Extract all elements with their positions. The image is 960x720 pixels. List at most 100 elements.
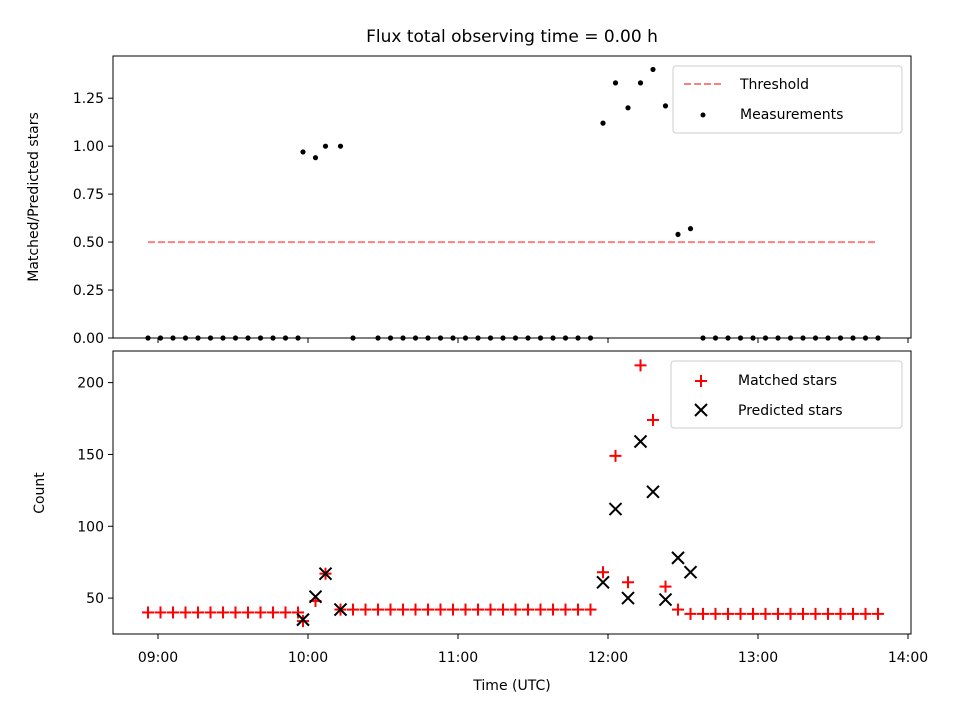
matched-stars-point <box>292 606 304 619</box>
measurement-point <box>612 80 619 86</box>
predicted-stars-legend-label: Predicted stars <box>738 403 843 419</box>
matched-stars-point <box>179 606 192 619</box>
matched-stars-point <box>609 449 622 462</box>
measurement-point <box>675 231 681 238</box>
top-y-tick-label: 0.50 <box>73 235 104 251</box>
top-y-tick-label: 0.25 <box>73 283 104 299</box>
matched-stars-point <box>672 603 684 616</box>
predicted-stars-point <box>658 592 673 607</box>
matched-stars-point <box>509 603 522 616</box>
top-y-tick-label: 0.75 <box>73 187 104 203</box>
measurement-point <box>687 226 694 232</box>
matched-stars-point <box>447 603 459 616</box>
matched-stars-point <box>242 606 254 619</box>
matched-stars-point <box>659 580 672 593</box>
measurement-point <box>300 149 306 155</box>
measurement-point <box>662 103 669 109</box>
matched-stars-point <box>534 603 547 616</box>
matched-stars-point <box>622 576 634 589</box>
matched-stars-point <box>279 606 292 619</box>
x-tick-label: 11:00 <box>438 650 478 666</box>
matched-stars-point <box>359 603 372 616</box>
matched-stars-point <box>822 607 834 620</box>
bottom-legend: Matched stars Predicted stars <box>670 360 903 429</box>
matched-stars-point <box>722 607 734 620</box>
matched-stars-point <box>559 603 572 616</box>
top-y-tick-label: 1.00 <box>73 139 104 155</box>
matched-stars-point <box>254 606 267 619</box>
predicted-stars-point <box>608 502 623 516</box>
predicted-stars-point <box>318 566 333 581</box>
measurement-point <box>312 155 319 161</box>
matched-stars-point <box>217 606 229 619</box>
matched-stars-point <box>747 607 759 620</box>
top-y-axis-label: Matched/Predicted stars <box>26 112 42 282</box>
predicted-stars-point <box>333 602 348 617</box>
matched-stars-point <box>384 603 397 616</box>
matched-stars-point <box>872 607 884 620</box>
matched-stars-point <box>759 607 772 620</box>
matched-stars-legend-label: Matched stars <box>738 373 837 389</box>
matched-stars-point <box>229 606 242 619</box>
top-y-tick-label: 1.25 <box>73 91 104 107</box>
predicted-stars-point <box>633 434 648 449</box>
matched-stars-point <box>167 606 179 619</box>
top-legend: Threshold Measurements <box>672 65 903 134</box>
matched-stars-point <box>584 603 597 616</box>
matched-stars-point <box>409 603 422 616</box>
matched-stars-point <box>647 413 659 426</box>
matched-stars-point <box>809 607 822 620</box>
top-legend-box <box>672 65 903 134</box>
matched-stars-point <box>372 603 384 616</box>
matched-stars-point <box>797 607 809 620</box>
matched-stars-point <box>597 566 609 579</box>
x-tick-label: 10:00 <box>288 650 328 666</box>
bottom-x-ticks: 09:00 10:00 11:00 12:00 13:00 14:00 <box>138 634 928 666</box>
measurement-point <box>600 120 606 126</box>
measurement-point <box>637 80 644 86</box>
bottom-legend-box <box>670 360 903 429</box>
x-axis-label: Time (UTC) <box>472 678 550 694</box>
matched-stars-point <box>472 603 484 616</box>
measurement-point <box>322 143 329 149</box>
matched-stars-point <box>634 359 647 372</box>
matched-stars-point <box>734 607 747 620</box>
threshold-legend-label: Threshold <box>739 77 809 93</box>
bottom-y-tick-label: 150 <box>77 447 104 463</box>
matched-stars-point <box>192 606 204 619</box>
predicted-stars-legend-swatch <box>694 403 708 417</box>
bottom-y-axis-label: Count <box>32 472 48 514</box>
predicted-stars-point <box>308 589 323 604</box>
x-tick-label: 13:00 <box>738 650 778 666</box>
top-y-tick-label: 0.00 <box>73 331 104 347</box>
matched-stars-point <box>547 603 559 616</box>
matched-stars-point <box>572 603 584 616</box>
matched-stars-point <box>154 606 167 619</box>
top-plot-frame <box>112 55 912 339</box>
predicted-stars-point <box>683 565 698 579</box>
top-x-ticks <box>157 338 909 343</box>
matched-stars-point <box>142 606 154 619</box>
matched-stars-point <box>772 607 784 620</box>
predicted-stars-point <box>621 591 635 605</box>
matched-stars-point <box>834 607 847 620</box>
matched-stars-point <box>709 607 722 620</box>
bottom-panel: 50 100 150 200 09:00 10:00 11:00 12:00 13:00 14:… <box>32 350 928 694</box>
matched-stars-legend-swatch <box>695 375 707 387</box>
measurements-legend-swatch <box>700 112 706 118</box>
bottom-y-tick-label: 50 <box>86 591 104 607</box>
measurement-point <box>625 105 631 111</box>
x-tick-label: 14:00 <box>888 650 928 666</box>
predicted-stars-point <box>671 551 685 565</box>
x-tick-label: 12:00 <box>588 650 628 666</box>
matched-stars-point <box>784 607 797 620</box>
bottom-plot-frame <box>112 350 912 635</box>
top-y-ticks: 0.00 0.25 0.50 0.75 1.00 1.25 <box>73 91 113 347</box>
bottom-y-ticks: 50 100 150 200 <box>77 376 113 607</box>
measurement-point <box>337 143 344 149</box>
chart-title: Flux total observing time = 0.00 h <box>366 27 658 47</box>
matched-stars-point <box>497 603 509 616</box>
matched-stars-point <box>397 603 409 616</box>
bottom-y-tick-label: 100 <box>77 519 104 535</box>
